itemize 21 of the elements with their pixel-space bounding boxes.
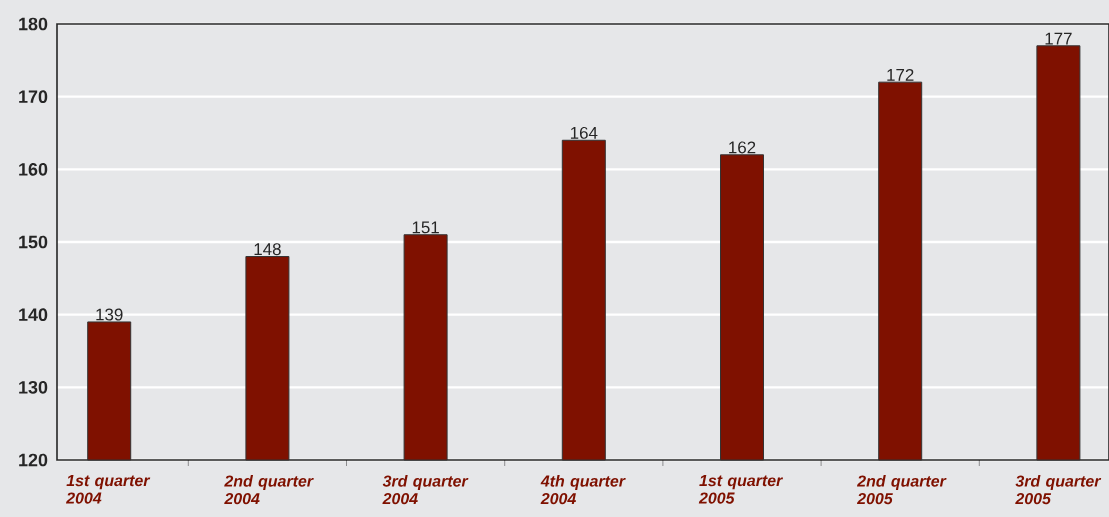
x-tick-label: 2nd quarter 2004 bbox=[224, 475, 314, 505]
x-tick-label: 4th quarter 2004 bbox=[540, 475, 626, 505]
data-label: 148 bbox=[254, 243, 281, 256]
data-label: 172 bbox=[887, 68, 914, 81]
y-tick-label: 140 bbox=[19, 308, 48, 322]
x-tick-label: 1st quarter 2005 bbox=[698, 475, 784, 504]
y-tick-label: 120 bbox=[19, 453, 48, 467]
data-label: 162 bbox=[729, 141, 756, 154]
x-tick-label: 3rd quarter 2005 bbox=[1015, 475, 1102, 505]
y-tick-label: 160 bbox=[19, 162, 48, 176]
y-tick-label: 150 bbox=[19, 235, 48, 249]
data-label: 177 bbox=[1045, 32, 1072, 45]
y-tick-label: 180 bbox=[19, 17, 48, 31]
y-tick-label: 170 bbox=[19, 90, 48, 104]
data-label: 164 bbox=[570, 126, 598, 139]
data-label: 151 bbox=[412, 221, 439, 234]
x-tick-label: 1st quarter 2004 bbox=[65, 475, 151, 504]
y-tick-label: 130 bbox=[19, 380, 48, 394]
data-label: 139 bbox=[96, 308, 123, 321]
x-tick-label: 3rd quarter 2004 bbox=[382, 475, 469, 505]
x-tick-label: 2nd quarter 2005 bbox=[856, 475, 947, 505]
